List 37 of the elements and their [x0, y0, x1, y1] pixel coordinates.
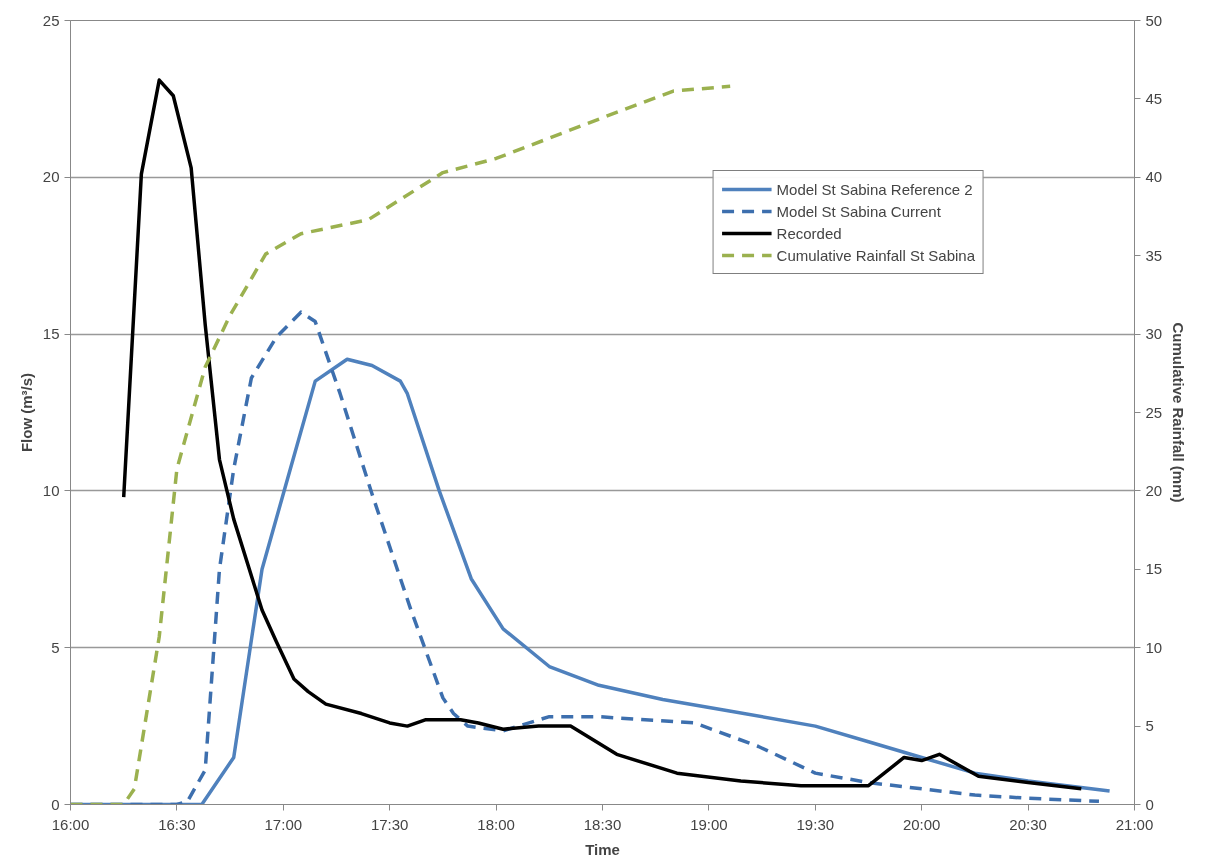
legend-label: Recorded — [776, 223, 842, 243]
y-tick-label: 0 — [51, 795, 60, 813]
x-tick-label: 17:30 — [370, 815, 409, 833]
y2-tick-label: 0 — [1145, 795, 1154, 813]
y2-tick-label: 25 — [1145, 403, 1163, 421]
y2-tick-label: 40 — [1145, 168, 1163, 186]
y-axis-title: Flow (m³/s) — [17, 372, 35, 453]
y2-tick-label: 35 — [1145, 246, 1163, 264]
legend-label: Model St Sabina Reference 2 — [776, 179, 973, 199]
y2-tick-label: 15 — [1145, 560, 1163, 578]
y2-tick-label: 45 — [1145, 89, 1163, 107]
x-tick-label: 17:00 — [264, 815, 303, 833]
x-tick-label: 18:00 — [477, 815, 515, 833]
legend-label: Model St Sabina Current — [776, 201, 941, 221]
y-tick-label: 25 — [42, 11, 60, 29]
line-series — [121, 78, 1084, 791]
x-tick-label: 19:00 — [690, 815, 728, 833]
y2-axis-title: Cumulative Rainfall (mm) — [1170, 322, 1188, 503]
x-tick-label: 16:00 — [51, 815, 90, 833]
y2-tick-label: 50 — [1145, 11, 1163, 29]
y2-tick-label: 20 — [1145, 481, 1163, 499]
legend-label: Cumulative Rainfall St Sabina — [776, 245, 975, 265]
x-tick-label: 20:30 — [1009, 815, 1047, 833]
x-tick-label: 21:00 — [1115, 815, 1154, 833]
x-tick-label: 16:30 — [158, 815, 196, 833]
line-series — [70, 84, 732, 805]
x-tick-label: 19:30 — [796, 815, 835, 833]
y-tick-label: 5 — [51, 638, 60, 656]
y-tick-label: 15 — [42, 325, 60, 343]
x-tick-label: 20:00 — [902, 815, 941, 833]
y-tick-label: 20 — [42, 168, 60, 186]
x-tick-label: 18:30 — [583, 815, 622, 833]
y-tick-label: 10 — [42, 481, 60, 499]
x-axis-title: Time — [585, 840, 620, 858]
y2-tick-label: 10 — [1145, 638, 1163, 656]
y2-tick-label: 5 — [1145, 717, 1154, 735]
y2-tick-label: 30 — [1145, 325, 1163, 343]
